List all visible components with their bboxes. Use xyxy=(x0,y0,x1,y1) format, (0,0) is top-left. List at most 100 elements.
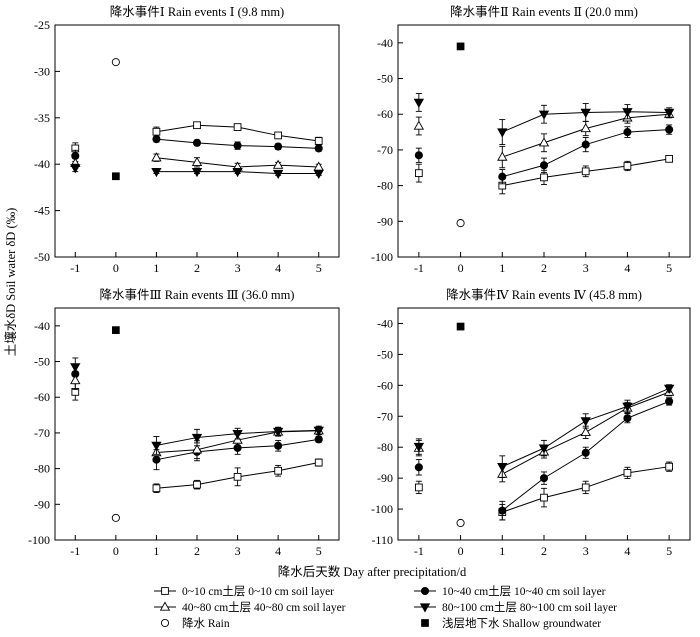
x-tick-label: 3 xyxy=(583,261,589,275)
data-point-l0_10 xyxy=(581,483,590,492)
y-tick-label: -60 xyxy=(377,378,393,392)
y-tick-label: -90 xyxy=(377,214,393,228)
data-point-l0_10 xyxy=(274,131,282,140)
y-tick-label: -45 xyxy=(34,204,50,218)
data-point-gw xyxy=(112,326,120,334)
data-point-l80_100 xyxy=(580,417,591,427)
data-point-l10_40 xyxy=(623,128,632,137)
data-point-l10_40 xyxy=(314,435,323,444)
legend-item-rain: 降水 Rain xyxy=(160,616,230,630)
series-rain xyxy=(456,219,465,228)
series-rain xyxy=(111,513,120,522)
series-l80_100 xyxy=(70,357,324,455)
data-point-l0_10 xyxy=(623,162,632,170)
x-tick-label: -1 xyxy=(414,261,424,275)
x-tick-label: -1 xyxy=(70,261,80,275)
legend-label: 浅层地下水 Shallow groundwater xyxy=(442,617,601,630)
x-tick-label: 3 xyxy=(235,544,241,558)
series-l0_10 xyxy=(71,383,323,493)
data-point-gw xyxy=(456,42,465,51)
data-point-l80_100 xyxy=(580,108,591,118)
data-point-l40_80 xyxy=(191,444,203,454)
legend-marker-rain xyxy=(160,618,170,628)
data-point-l10_40 xyxy=(314,144,323,153)
y-tick-label: -80 xyxy=(34,462,50,476)
data-point-l40_80 xyxy=(538,137,550,147)
series-l10_40 xyxy=(414,124,674,185)
data-point-l10_40 xyxy=(665,397,674,406)
y-tick-label: -50 xyxy=(377,72,393,86)
panel-title: 降水事件Ⅱ Rain events Ⅱ (20.0 mm) xyxy=(450,5,638,19)
y-axis-label: 土壤水δD Soil water δD (‰) xyxy=(3,208,18,357)
y-tick-label: -25 xyxy=(34,18,50,32)
data-point-l10_40 xyxy=(498,506,507,515)
x-tick-label: 1 xyxy=(499,261,505,275)
data-point-l0_10 xyxy=(193,480,201,489)
legend-label: 40~80 cm土层 40~80 cm soil layer xyxy=(182,601,346,614)
series-l0_10 xyxy=(71,121,323,155)
x-tick-label: 5 xyxy=(666,544,672,558)
series-l80_100 xyxy=(413,93,675,146)
data-point-l0_10 xyxy=(665,154,673,163)
data-point-l10_40 xyxy=(665,125,674,134)
panel-title: 降水事件Ⅳ Rain events Ⅳ (45.8 mm) xyxy=(446,288,642,302)
data-point-l10_40 xyxy=(539,161,549,170)
data-point-l0_10 xyxy=(623,469,632,477)
series-gw xyxy=(456,42,465,51)
data-point-l80_100 xyxy=(272,169,284,179)
x-tick-label: 0 xyxy=(113,261,119,275)
x-tick-label: 5 xyxy=(316,261,322,275)
data-point-l80_100 xyxy=(663,108,675,118)
x-tick-label: -1 xyxy=(70,544,80,558)
y-tick-label: -50 xyxy=(377,347,393,361)
legend-marker-l40_80 xyxy=(159,601,171,611)
series-l80_100 xyxy=(70,163,324,179)
data-point-l80_100 xyxy=(191,433,203,444)
data-point-l80_100 xyxy=(313,169,324,179)
series-gw xyxy=(112,172,120,181)
y-tick-label: -50 xyxy=(34,250,50,264)
y-tick-label: -30 xyxy=(34,64,50,78)
x-tick-label: 2 xyxy=(194,261,200,275)
data-point-l10_40 xyxy=(581,448,590,457)
x-tick-label: 1 xyxy=(499,544,505,558)
data-point-l80_100 xyxy=(70,164,81,174)
x-tick-label: 2 xyxy=(541,544,547,558)
x-tick-label: 5 xyxy=(666,261,672,275)
data-point-l10_40 xyxy=(498,172,507,181)
series-rain xyxy=(456,518,465,528)
legend-label: 0~10 cm土层 0~10 cm soil layer xyxy=(182,585,334,598)
x-tick-label: -1 xyxy=(414,544,424,558)
y-tick-label: -90 xyxy=(377,471,393,485)
data-point-l80_100 xyxy=(538,110,550,120)
data-point-l40_80 xyxy=(313,161,324,171)
data-point-l10_40 xyxy=(233,141,242,150)
x-tick-label: 2 xyxy=(194,544,200,558)
x-tick-label: 4 xyxy=(624,544,630,558)
data-point-l0_10 xyxy=(540,173,548,182)
data-point-l0_10 xyxy=(540,493,548,502)
data-point-l40_80 xyxy=(70,374,81,385)
data-point-rain xyxy=(456,518,465,528)
legend-item-l80_100: 80~100 cm土层 80~100 cm soil layer xyxy=(414,601,617,614)
data-point-l10_40 xyxy=(152,135,161,144)
x-tick-label: 5 xyxy=(316,544,322,558)
y-tick-label: -40 xyxy=(34,157,50,171)
x-tick-label: 4 xyxy=(275,544,281,558)
legend-label: 80~100 cm土层 80~100 cm soil layer xyxy=(442,601,617,614)
legend-item-l10_40: 10~40 cm土层 10~40 cm soil layer xyxy=(414,585,606,598)
data-point-rain xyxy=(111,513,120,522)
legend-marker-gw xyxy=(421,619,429,627)
series-l0_10 xyxy=(415,154,673,195)
data-point-gw xyxy=(456,322,465,331)
x-tick-label: 4 xyxy=(624,261,630,275)
data-point-l0_10 xyxy=(314,137,323,145)
data-point-l80_100 xyxy=(497,463,508,473)
x-tick-label: 3 xyxy=(583,544,589,558)
legend-marker-l0_10 xyxy=(161,587,169,595)
x-tick-label: 1 xyxy=(153,261,159,275)
data-point-l80_100 xyxy=(413,98,425,108)
y-tick-label: -100 xyxy=(28,533,50,547)
y-tick-label: -90 xyxy=(34,497,50,511)
y-tick-label: -40 xyxy=(377,36,393,50)
